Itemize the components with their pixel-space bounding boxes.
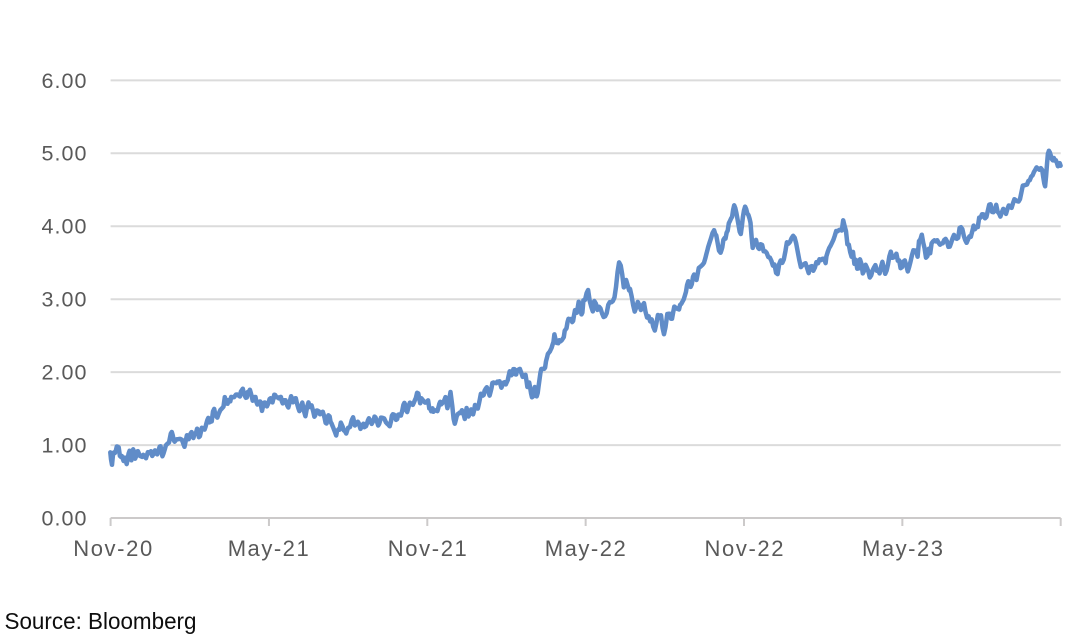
- svg-text:0.00: 0.00: [42, 506, 87, 530]
- svg-text:Nov-21: Nov-21: [388, 536, 467, 561]
- svg-text:4.00: 4.00: [42, 215, 87, 239]
- svg-text:Source: Bloomberg: Source: Bloomberg: [5, 608, 197, 634]
- svg-text:3.00: 3.00: [42, 288, 87, 312]
- svg-text:Nov-20: Nov-20: [73, 536, 152, 561]
- svg-text:1.00: 1.00: [42, 434, 87, 458]
- svg-text:2.00: 2.00: [42, 361, 87, 385]
- svg-text:May-21: May-21: [228, 536, 309, 561]
- svg-text:6.00: 6.00: [42, 69, 87, 93]
- svg-text:Nov-22: Nov-22: [705, 536, 784, 561]
- svg-text:May-22: May-22: [545, 536, 626, 561]
- svg-text:May-23: May-23: [862, 536, 943, 561]
- svg-text:5.00: 5.00: [42, 142, 87, 166]
